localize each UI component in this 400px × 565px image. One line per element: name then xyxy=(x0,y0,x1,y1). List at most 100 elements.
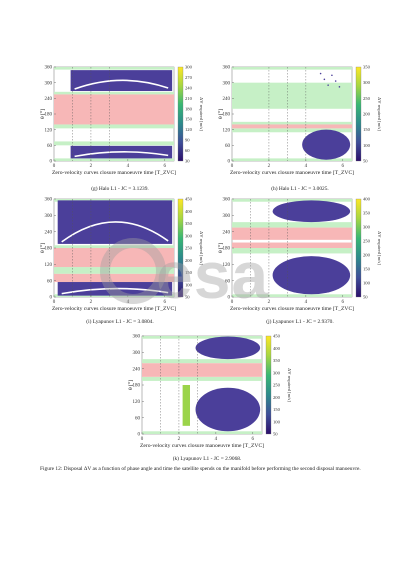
region-streak xyxy=(61,221,169,243)
green-band xyxy=(54,158,174,161)
colorbar xyxy=(355,198,362,298)
green-band xyxy=(54,124,174,129)
red-band xyxy=(54,94,174,125)
caption-i: (i) Lyapunov L1 - JC = 3.0804. xyxy=(86,319,154,325)
red-band xyxy=(232,227,352,240)
colorbar xyxy=(177,198,184,298)
colorbar-tick-label: 300 xyxy=(363,80,371,85)
x-tick-label: 0 xyxy=(53,300,56,305)
panel-j: 0 60 120 180 240 300 360 0 2 4 6 Zero-velocity curv… xyxy=(217,196,388,318)
delta-v-region xyxy=(302,129,351,160)
green-band xyxy=(142,336,262,339)
red-band xyxy=(142,363,262,377)
y-tick-label: 240 xyxy=(223,97,231,102)
x-axis-label: Zero-velocity curves closure manoeuvre t… xyxy=(140,443,264,449)
x-tick-label: 4 xyxy=(305,300,308,305)
x-tick-label: 6 xyxy=(252,437,255,442)
x-tick-label: 2 xyxy=(178,437,181,442)
x-tick-label: 2 xyxy=(268,164,271,169)
x-tick-label: 4 xyxy=(215,437,218,442)
y-tick-label: 0 xyxy=(228,296,231,301)
panel-k: 0 60 120 180 240 300 360 0 2 4 6 Zero-velocity curv… xyxy=(127,333,298,455)
green-band xyxy=(232,158,352,161)
colorbar-tick-label: 250 xyxy=(363,96,371,101)
colorbar-tick-label: 350 xyxy=(273,358,281,363)
colorbar-tick-label: 150 xyxy=(363,127,371,132)
y-tick-label: 300 xyxy=(45,214,53,219)
colorbar-tick-label: 210 xyxy=(185,96,193,101)
red-band xyxy=(232,124,352,129)
y-tick-label: 0 xyxy=(228,160,231,165)
green-band xyxy=(54,67,174,70)
delta-v-point xyxy=(323,78,326,81)
y-tick-label: 0 xyxy=(50,296,53,301)
colorbar xyxy=(177,66,184,162)
y-tick-label: 360 xyxy=(45,66,53,71)
colorbar-tick-label: 150 xyxy=(273,407,281,412)
colorbar-tick-label: 50 xyxy=(273,432,278,437)
y-tick-label: 180 xyxy=(223,113,231,118)
colorbar-tick-label: 270 xyxy=(185,75,193,80)
colorbar-label: ΔV required [m/s] xyxy=(377,97,382,131)
green-band xyxy=(232,67,352,70)
colorbar-label: ΔV required [m/s] xyxy=(377,231,382,265)
colorbar-tick-label: 100 xyxy=(363,143,371,148)
colorbar-tick-label: 350 xyxy=(363,65,371,70)
colorbar-tick-label: 100 xyxy=(273,419,281,424)
panel-h: 0 60 120 180 240 300 360 0 2 4 6 Zero-velocity curv… xyxy=(217,64,388,182)
x-tick-label: 6 xyxy=(342,164,345,169)
y-axis-label: θ [°] xyxy=(217,243,224,253)
x-tick-label: 4 xyxy=(305,164,308,169)
colorbar-tick-label: 50 xyxy=(363,159,368,164)
y-tick-label: 300 xyxy=(223,214,231,219)
colorbar-tick-label: 180 xyxy=(185,106,193,111)
colorbar-tick-label: 150 xyxy=(185,117,193,122)
y-tick-label: 120 xyxy=(223,128,231,133)
colorbar-tick-label: 50 xyxy=(363,295,368,300)
y-axis-label: θ [°] xyxy=(39,243,46,253)
colorbar xyxy=(265,335,272,435)
y-tick-label: 120 xyxy=(45,128,53,133)
esa-watermark: esa xyxy=(156,238,270,312)
y-tick-label: 120 xyxy=(45,263,53,268)
caption-h: (h) Halo L1 - JC = 3.0025. xyxy=(271,186,329,192)
colorbar-label: ΔV required [m/s] xyxy=(199,231,204,265)
y-tick-label: 360 xyxy=(133,335,141,340)
colorbar-tick-label: 150 xyxy=(363,267,371,272)
colorbar-tick-label: 60 xyxy=(185,148,190,153)
colorbar-tick-label: 90 xyxy=(185,138,190,143)
green-band xyxy=(232,128,352,133)
colorbar-tick-label: 400 xyxy=(363,197,371,202)
green-band xyxy=(54,141,174,146)
colorbar-tick-label: 400 xyxy=(273,346,281,351)
delta-v-point xyxy=(338,86,341,88)
y-tick-label: 60 xyxy=(47,279,53,284)
delta-v-point xyxy=(327,84,329,86)
y-tick-label: 180 xyxy=(45,247,53,252)
delta-v-point xyxy=(334,80,337,82)
x-tick-label: 2 xyxy=(90,300,93,305)
colorbar-tick-label: 250 xyxy=(185,246,193,251)
esa-logo-ring xyxy=(100,238,166,304)
x-tick-label: 2 xyxy=(90,164,93,169)
y-axis-label: θ [°] xyxy=(39,109,46,119)
y-tick-label: 60 xyxy=(225,144,231,149)
y-tick-label: 300 xyxy=(223,81,231,86)
colorbar-tick-label: 30 xyxy=(185,159,190,164)
x-axis-label: Zero-velocity curves closure manoeuvre t… xyxy=(230,306,354,312)
figure-caption: Figure 12: Disposal ΔV as a function of … xyxy=(40,466,361,472)
colorbar-tick-label: 450 xyxy=(185,197,193,202)
colorbar-tick-label: 200 xyxy=(185,258,193,263)
y-tick-label: 0 xyxy=(50,160,53,165)
y-tick-label: 300 xyxy=(133,351,141,356)
colorbar-tick-label: 350 xyxy=(363,211,371,216)
green-band xyxy=(142,431,262,434)
y-tick-label: 180 xyxy=(223,247,231,252)
colorbar xyxy=(355,66,362,162)
green-band xyxy=(232,121,352,125)
y-tick-label: 360 xyxy=(223,198,231,203)
x-axis-label: Zero-velocity curves closure manoeuvre t… xyxy=(230,170,354,176)
